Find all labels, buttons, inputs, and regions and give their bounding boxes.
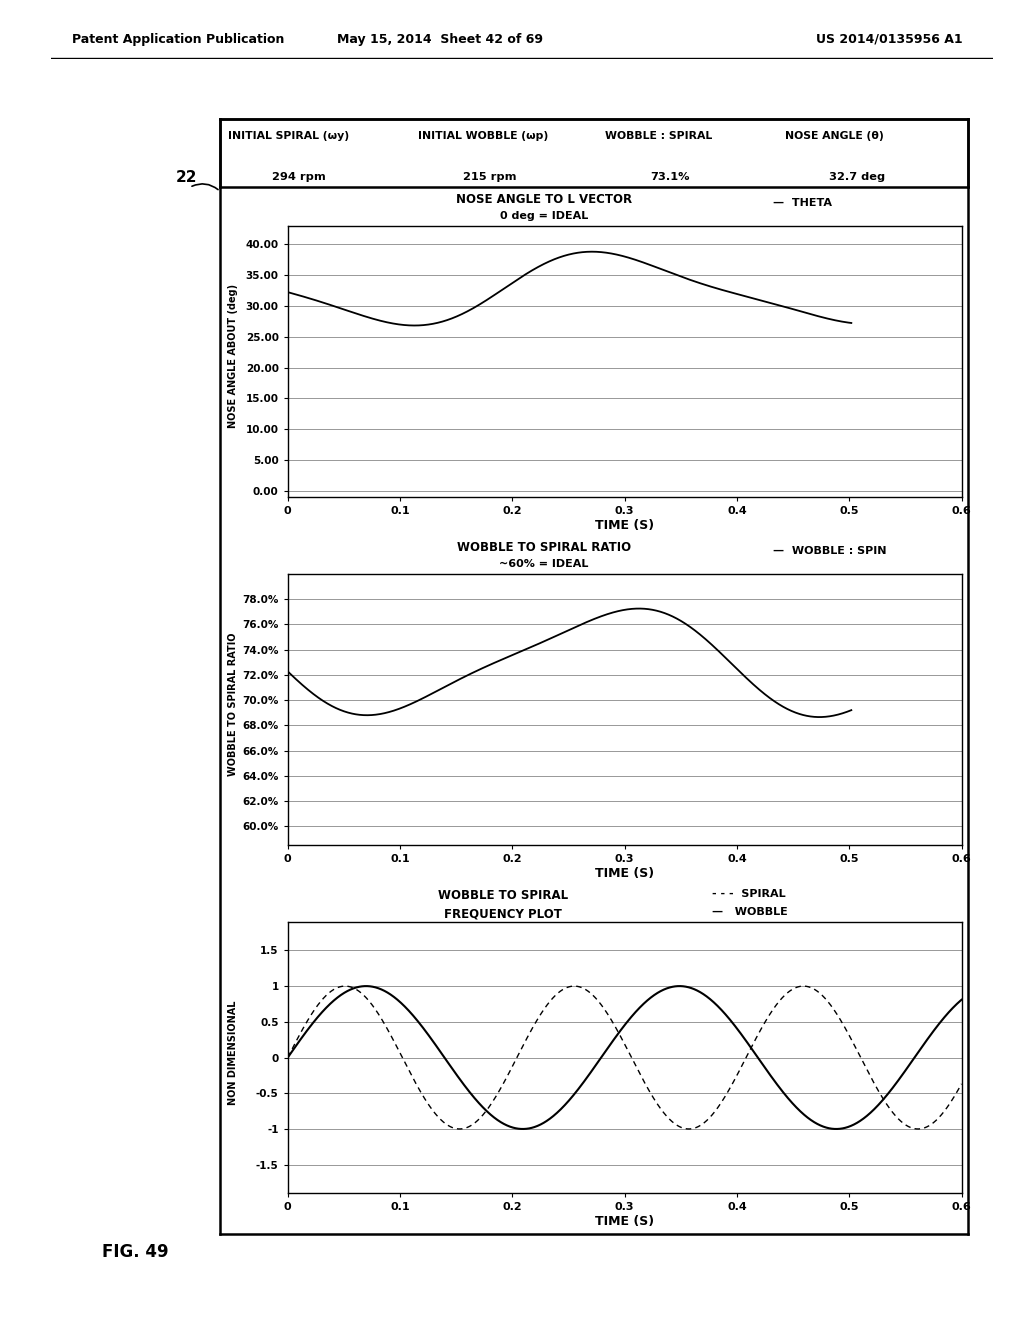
Text: —  THETA: — THETA <box>773 198 831 209</box>
Text: —  WOBBLE : SPIN: — WOBBLE : SPIN <box>773 546 887 556</box>
Text: NOSE ANGLE ABOUT (deg): NOSE ANGLE ABOUT (deg) <box>228 284 239 428</box>
Text: INITIAL SPIRAL (ωy): INITIAL SPIRAL (ωy) <box>227 131 349 141</box>
Text: 73.1%: 73.1% <box>650 172 689 182</box>
X-axis label: TIME (S): TIME (S) <box>595 867 654 880</box>
Text: WOBBLE TO SPIRAL: WOBBLE TO SPIRAL <box>438 888 568 902</box>
Text: NOSE ANGLE (θ): NOSE ANGLE (θ) <box>784 131 884 141</box>
Text: NOSE ANGLE TO L VECTOR: NOSE ANGLE TO L VECTOR <box>456 193 632 206</box>
Text: - - -  SPIRAL: - - - SPIRAL <box>713 888 785 899</box>
Text: 0 deg = IDEAL: 0 deg = IDEAL <box>500 211 588 222</box>
Text: WOBBLE TO SPIRAL RATIO: WOBBLE TO SPIRAL RATIO <box>228 632 239 776</box>
X-axis label: TIME (S): TIME (S) <box>595 1216 654 1228</box>
Text: 294 rpm: 294 rpm <box>272 172 327 182</box>
Text: NON DIMENSIONAL: NON DIMENSIONAL <box>228 1001 239 1105</box>
Text: FREQUENCY PLOT: FREQUENCY PLOT <box>444 907 562 920</box>
Text: WOBBLE : SPIRAL: WOBBLE : SPIRAL <box>605 131 713 141</box>
Text: 215 rpm: 215 rpm <box>463 172 516 182</box>
Text: Patent Application Publication: Patent Application Publication <box>72 33 284 46</box>
Text: —   WOBBLE: — WOBBLE <box>713 907 788 917</box>
Text: 32.7 deg: 32.7 deg <box>829 172 886 182</box>
X-axis label: TIME (S): TIME (S) <box>595 519 654 532</box>
Text: ~60% = IDEAL: ~60% = IDEAL <box>499 560 589 569</box>
Text: 22: 22 <box>176 170 198 185</box>
Text: May 15, 2014  Sheet 42 of 69: May 15, 2014 Sheet 42 of 69 <box>337 33 544 46</box>
Text: US 2014/0135956 A1: US 2014/0135956 A1 <box>816 33 963 46</box>
Text: WOBBLE TO SPIRAL RATIO: WOBBLE TO SPIRAL RATIO <box>457 541 631 554</box>
Text: FIG. 49: FIG. 49 <box>102 1242 169 1261</box>
Text: INITIAL WOBBLE (ωp): INITIAL WOBBLE (ωp) <box>418 131 549 141</box>
